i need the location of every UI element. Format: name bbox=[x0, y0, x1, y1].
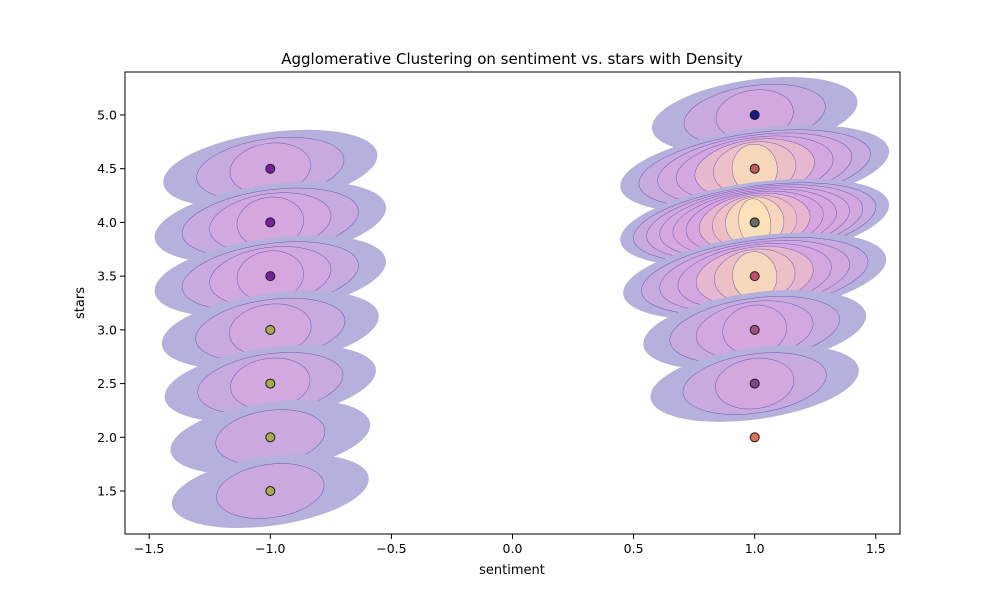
x-tick-label: 1.0 bbox=[745, 541, 765, 556]
x-axis-title: sentiment bbox=[479, 563, 545, 578]
y-tick-label: 2.0 bbox=[97, 430, 117, 445]
data-point bbox=[749, 109, 760, 120]
y-axis-title: stars bbox=[73, 287, 88, 319]
x-tick-label: 0.0 bbox=[503, 541, 523, 556]
density-layer bbox=[154, 77, 890, 529]
y-tick-label: 4.5 bbox=[97, 161, 117, 176]
x-tick-label: −0.5 bbox=[376, 541, 406, 556]
y-tick-label: 4.0 bbox=[97, 215, 117, 230]
y-tick-label: 2.5 bbox=[97, 376, 117, 391]
x-tick-label: 1.5 bbox=[866, 541, 886, 556]
data-point bbox=[265, 324, 276, 335]
data-point bbox=[265, 271, 276, 282]
y-axis: 1.5 2.0 2.5 3.0 3.5 4.0 4.5 5.0 bbox=[97, 107, 125, 499]
data-point bbox=[749, 324, 760, 335]
y-tick-label: 3.0 bbox=[97, 322, 117, 337]
x-axis: −1.5 −1.0 −0.5 0.0 0.5 1.0 1.5 bbox=[134, 534, 886, 556]
points-layer bbox=[265, 109, 760, 497]
data-point bbox=[265, 378, 276, 389]
data-point bbox=[265, 163, 276, 174]
data-point bbox=[749, 217, 760, 228]
data-point bbox=[749, 163, 760, 174]
x-tick-label: −1.5 bbox=[134, 541, 164, 556]
data-point bbox=[265, 486, 276, 497]
y-tick-label: 3.5 bbox=[97, 269, 117, 284]
data-point bbox=[265, 217, 276, 228]
y-tick-label: 1.5 bbox=[97, 484, 117, 499]
y-tick-label: 5.0 bbox=[97, 107, 117, 122]
data-point bbox=[749, 432, 760, 443]
chart-title: Agglomerative Clustering on sentiment vs… bbox=[281, 50, 743, 68]
data-point bbox=[749, 378, 760, 389]
x-tick-label: −1.0 bbox=[255, 541, 285, 556]
data-point bbox=[265, 432, 276, 443]
data-point bbox=[749, 271, 760, 282]
x-tick-label: 0.5 bbox=[624, 541, 644, 556]
